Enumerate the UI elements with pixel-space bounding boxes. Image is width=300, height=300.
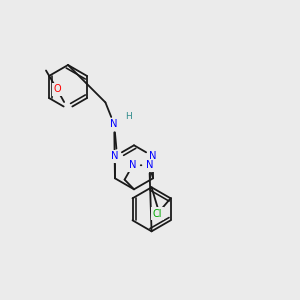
Text: O: O bbox=[53, 84, 61, 94]
Text: N: N bbox=[129, 160, 136, 170]
Text: N: N bbox=[110, 119, 118, 129]
Text: N: N bbox=[111, 151, 119, 161]
Text: H: H bbox=[125, 112, 132, 121]
Text: N: N bbox=[146, 160, 153, 170]
Text: N: N bbox=[149, 151, 157, 161]
Text: Cl: Cl bbox=[153, 209, 162, 219]
